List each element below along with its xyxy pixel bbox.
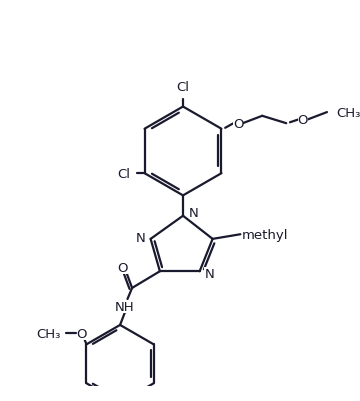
Text: methyl: methyl	[242, 228, 289, 241]
Text: N: N	[204, 267, 214, 280]
Text: N: N	[136, 231, 146, 244]
Text: O: O	[233, 117, 243, 130]
Text: O: O	[118, 261, 128, 274]
Text: Cl: Cl	[176, 81, 189, 93]
Text: NH: NH	[115, 300, 135, 313]
Text: CH₃: CH₃	[36, 327, 60, 340]
Text: Cl: Cl	[118, 167, 131, 180]
Text: O: O	[77, 327, 87, 340]
Text: N: N	[189, 207, 198, 220]
Text: CH₃: CH₃	[336, 106, 360, 119]
Text: O: O	[298, 114, 308, 127]
